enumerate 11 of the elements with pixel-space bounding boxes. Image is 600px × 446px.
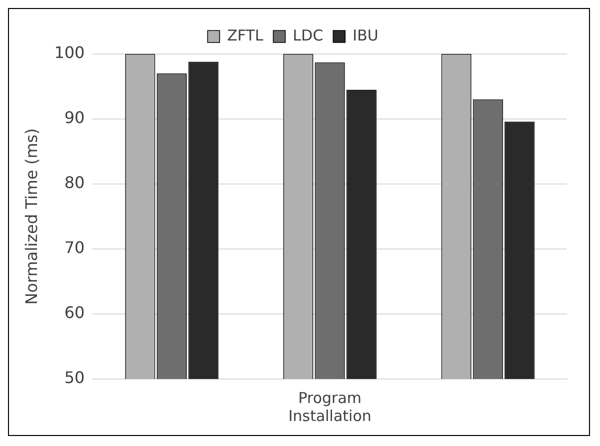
y-tick-label: 60 [64, 303, 85, 322]
legend-label: IBU [352, 26, 378, 44]
legend-label: ZFTL [227, 26, 264, 44]
y-tick-label: 50 [64, 368, 85, 388]
x-tick-label: Program Installation [288, 388, 372, 425]
y-tick-label: 90 [64, 108, 85, 128]
y-tick-label: 80 [64, 173, 85, 192]
y-tick-label: 100 [54, 43, 85, 62]
legend-label: LDC [292, 26, 324, 44]
y-axis-title: Normalized Time (ms) [22, 128, 41, 305]
y-tick-label: 70 [64, 238, 85, 258]
